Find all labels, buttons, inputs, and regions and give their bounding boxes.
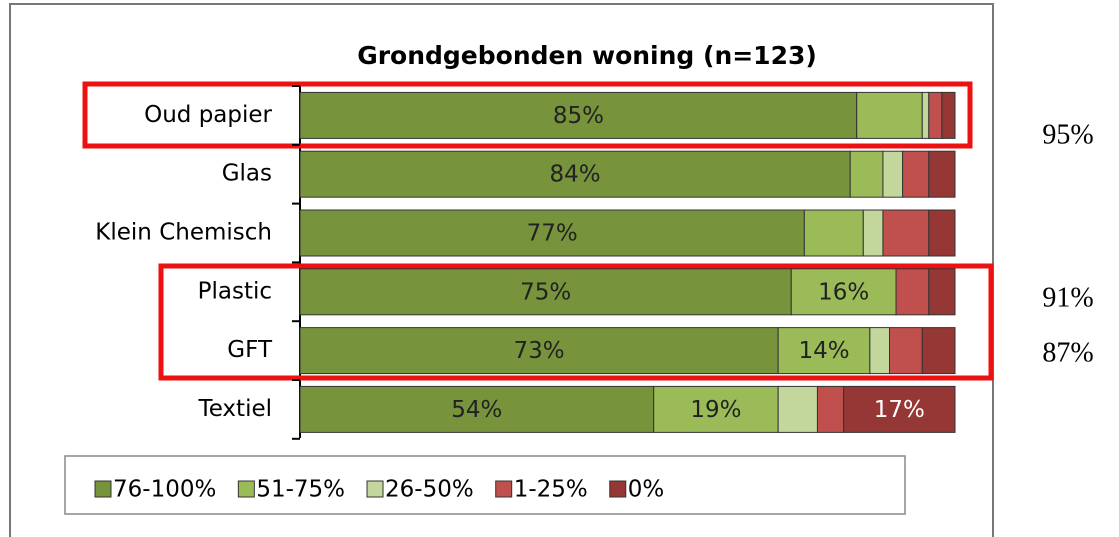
data-label: 85% xyxy=(553,103,604,129)
highlight-box xyxy=(82,81,973,149)
bar-segment xyxy=(928,209,956,257)
bar-segment xyxy=(921,327,956,375)
bar-segment xyxy=(843,385,956,433)
y-tick-label: GFT xyxy=(227,337,273,363)
chart-title: Grondgebonden woning (n=123) xyxy=(357,41,817,70)
y-tick-label: Textiel xyxy=(198,396,272,422)
data-label: 14% xyxy=(798,338,849,364)
bar-segment xyxy=(299,209,805,257)
data-label: 75% xyxy=(520,279,571,305)
legend-swatch xyxy=(366,480,384,498)
data-label: 54% xyxy=(451,397,502,423)
legend-swatch xyxy=(237,480,255,498)
data-label: 73% xyxy=(514,338,565,364)
legend-box xyxy=(64,455,906,515)
data-label: 16% xyxy=(818,279,869,305)
bar-segment xyxy=(816,385,845,433)
legend-label: 51-75% xyxy=(256,477,345,503)
bar-segment xyxy=(803,209,864,257)
bar-segment xyxy=(299,91,858,139)
highlight-box xyxy=(158,263,994,381)
bar-segment xyxy=(921,91,930,139)
legend-swatch xyxy=(609,480,627,498)
bar-segment xyxy=(777,385,818,433)
legend-label: 0% xyxy=(628,477,665,503)
bar-segment xyxy=(299,327,779,375)
bar-segment xyxy=(902,150,930,198)
bar-segment xyxy=(895,268,930,316)
bar-segment xyxy=(889,327,923,375)
y-tick-label: Plastic xyxy=(198,278,272,304)
bar-segment xyxy=(299,268,792,316)
legend-swatch xyxy=(94,480,112,498)
legend-swatch xyxy=(495,480,513,498)
bar-segment xyxy=(928,150,956,198)
bar-segment xyxy=(882,209,930,257)
bar-segment xyxy=(856,91,923,139)
bar-segment xyxy=(928,268,956,316)
y-tick-label: Glas xyxy=(222,161,272,187)
bar-segment xyxy=(777,327,871,375)
y-tick-label: Oud papier xyxy=(144,102,272,128)
data-label: 77% xyxy=(527,221,578,247)
annotation: 95% xyxy=(1042,119,1093,150)
bar-segment xyxy=(299,385,655,433)
legend-label: 26-50% xyxy=(385,477,474,503)
y-tick-label: Klein Chemisch xyxy=(95,220,272,246)
bar-segment xyxy=(941,91,956,139)
legend-label: 1-25% xyxy=(514,477,588,503)
data-label: 84% xyxy=(550,162,601,188)
data-label: 17% xyxy=(874,397,925,423)
bar-segment xyxy=(849,150,884,198)
annotation: 87% xyxy=(1042,337,1093,368)
annotation: 91% xyxy=(1042,282,1093,313)
bar-segment xyxy=(882,150,904,198)
bar-segment xyxy=(790,268,897,316)
bar-segment xyxy=(869,327,890,375)
bar-segment xyxy=(928,91,943,139)
legend-label: 76-100% xyxy=(113,477,216,503)
bar-segment xyxy=(862,209,884,257)
data-label: 19% xyxy=(690,397,741,423)
